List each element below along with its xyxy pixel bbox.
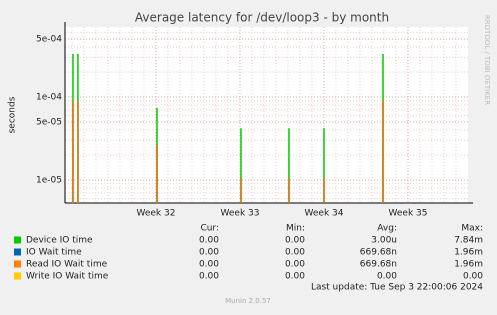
stats-value: 0.00: [199, 248, 219, 258]
stats-value: 669.68n: [360, 248, 397, 258]
chart-title: Average latency for /dev/loop3 - by mont…: [135, 11, 389, 25]
spike: [323, 178, 325, 203]
legend-swatch: [14, 248, 21, 256]
footer: Munin 2.0.57: [225, 297, 271, 305]
stats-value: 0.00: [285, 248, 305, 258]
spike: [72, 100, 74, 203]
x-tick-label: Week 33: [221, 209, 260, 219]
stats-value: 3.00u: [371, 236, 397, 246]
stats-value: 7.84m: [454, 236, 483, 246]
legend-swatch: [14, 236, 21, 244]
stats-header: Avg:: [377, 224, 397, 234]
stats-value: 669.68n: [360, 260, 397, 270]
stats-value: 0.00: [285, 272, 305, 282]
spike: [323, 128, 325, 203]
stats-header: Min:: [286, 224, 305, 234]
stats-value: 0.00: [285, 236, 305, 246]
stats-value: 0.00: [199, 260, 219, 270]
spike: [156, 145, 158, 203]
legend-label: IO Wait time: [26, 248, 82, 258]
x-tick-label: Week 35: [389, 209, 428, 219]
stats-value: 0.00: [199, 236, 219, 246]
spike: [382, 100, 384, 203]
legend-label: Device IO time: [26, 236, 93, 246]
legend-label: Write IO Wait time: [26, 272, 109, 282]
x-tick-label: Week 34: [305, 209, 344, 219]
y-axis-label: seconds: [8, 96, 18, 133]
side-label: RRDTOOL / TOBI OETIKER: [483, 15, 491, 105]
stats-value: 0.00: [377, 272, 397, 282]
y-tick-label: 5e-05: [36, 117, 62, 127]
spike: [288, 128, 290, 203]
y-tick-label: 1e-05: [36, 175, 62, 185]
last-update: Last update: Tue Sep 3 22:00:06 2024: [311, 283, 483, 293]
spike: [288, 178, 290, 203]
spike: [240, 128, 242, 203]
legend-label: Read IO Wait time: [26, 260, 108, 270]
stats-value: 1.96m: [454, 248, 483, 258]
stats-value: 0.00: [463, 272, 483, 282]
x-tick-label: Week 32: [136, 209, 175, 219]
legend-swatch: [14, 272, 21, 280]
y-tick-label: 1e-04: [36, 92, 62, 102]
legend-swatch: [14, 260, 21, 268]
stats-header: Max:: [461, 224, 483, 234]
y-tick-label: 5e-04: [36, 34, 62, 44]
stats-value: 1.96m: [454, 260, 483, 270]
stats-header: Cur:: [200, 224, 219, 234]
spike: [240, 178, 242, 203]
stats-value: 0.00: [199, 272, 219, 282]
stats-value: 0.00: [285, 260, 305, 270]
spike: [77, 100, 79, 203]
